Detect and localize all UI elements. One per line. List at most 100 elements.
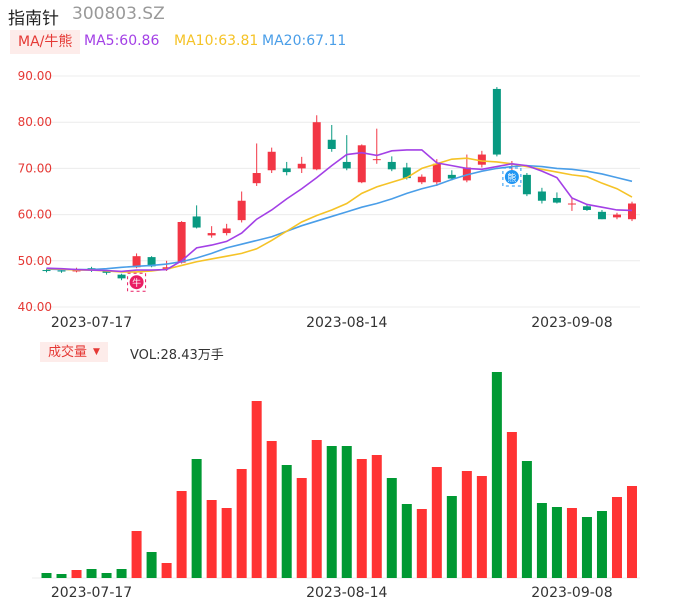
volume-bar (596, 511, 607, 578)
y-tick-label: 40.00 (18, 300, 52, 314)
volume-bar (221, 508, 232, 578)
ma-indicator-selector[interactable]: MA/牛熊 (10, 30, 81, 54)
volume-indicator-selector[interactable]: 成交量 ▼ (40, 342, 108, 362)
candle-body (552, 197, 561, 203)
volume-bar (416, 509, 427, 578)
volume-bar (356, 459, 367, 578)
volume-bar (326, 446, 337, 578)
volume-bar (506, 432, 517, 578)
ma10-value: MA10:63.81 (174, 33, 259, 49)
volume-bar (461, 471, 472, 578)
volume-bar (551, 507, 562, 578)
candle-body (222, 228, 231, 234)
volume-indicator-label: 成交量 (48, 345, 88, 360)
ma20-value: MA20:67.11 (262, 33, 347, 49)
candle-body (162, 267, 171, 270)
volume-bar (341, 446, 352, 578)
volume-bar (266, 441, 277, 578)
candle-body (582, 206, 591, 210)
volume-bar (581, 517, 592, 578)
bull-icon (129, 275, 144, 290)
ma20-line (46, 164, 633, 271)
candle-body (567, 203, 576, 205)
x-tick-label: 2023-09-08 (531, 585, 612, 601)
candle-body (147, 257, 156, 267)
bull-icon-label: 牛 (132, 277, 141, 289)
candle-body (177, 221, 186, 263)
volume-bar (611, 497, 622, 578)
volume-bar (101, 573, 112, 578)
candle-body (192, 216, 201, 228)
volume-bar (161, 563, 172, 578)
y-tick-label: 70.00 (18, 161, 52, 175)
ma5-value: MA5:60.86 (84, 33, 160, 49)
volume-bar (236, 469, 247, 578)
x-tick-label: 2023-07-17 (51, 315, 132, 331)
candle-body (102, 270, 111, 273)
candle-body (612, 214, 621, 218)
y-tick-label: 60.00 (18, 208, 52, 222)
y-tick-label: 50.00 (18, 254, 52, 268)
candle-body (132, 256, 141, 268)
stock-code: 300803.SZ (72, 4, 165, 24)
candle-body (327, 139, 336, 149)
bull-icon-frame (127, 272, 147, 292)
candle-body (117, 274, 126, 279)
volume-value: VOL:28.43万手 (130, 348, 224, 363)
volume-bar (116, 569, 127, 578)
volume-bar (386, 478, 397, 578)
candle-body (237, 200, 246, 221)
candle-body (312, 122, 321, 170)
candle-body (282, 168, 291, 173)
volume-bar (86, 569, 97, 578)
candle-body (477, 154, 486, 165)
bear-icon (504, 170, 519, 185)
candle-body (417, 176, 426, 183)
bear-icon-label: 熊 (507, 172, 516, 184)
candle-body (207, 233, 216, 236)
candle-body (57, 270, 66, 272)
volume-bar (446, 496, 457, 578)
candle-body (447, 174, 456, 179)
volume-bar (401, 504, 412, 578)
volume-bar (521, 461, 532, 578)
candle-body (462, 167, 471, 181)
x-tick-label: 2023-08-14 (306, 585, 387, 601)
bear-icon-frame (502, 167, 522, 187)
volume-bar (371, 455, 382, 578)
volume-bar (56, 574, 67, 578)
x-tick-label: 2023-08-14 (306, 315, 387, 331)
volume-bar (176, 491, 187, 578)
volume-bar (191, 459, 202, 578)
volume-bar (626, 486, 637, 578)
volume-bar (71, 570, 82, 578)
ma5-line (46, 149, 633, 273)
candle-body (297, 163, 306, 169)
volume-bar (431, 467, 442, 578)
y-tick-label: 80.00 (18, 115, 52, 129)
candle-body (627, 203, 636, 220)
volume-bar (281, 465, 292, 578)
caret-down-icon: ▼ (93, 347, 100, 357)
candle-body (522, 174, 531, 195)
candle-body (537, 191, 546, 201)
volume-bar (251, 401, 262, 578)
candle-body (372, 159, 381, 161)
candle-body (42, 270, 51, 272)
volume-bar (566, 508, 577, 578)
candle-body (597, 211, 606, 220)
x-tick-label: 2023-09-08 (531, 315, 612, 331)
volume-bar (311, 440, 322, 578)
candle-body (357, 145, 366, 183)
stock-name: 指南针 (8, 9, 59, 29)
candle-body (267, 151, 276, 171)
x-tick-label: 2023-07-17 (51, 585, 132, 601)
candle-body (432, 163, 441, 183)
volume-bar (131, 531, 142, 578)
candle-body (492, 88, 501, 155)
volume-bar (476, 476, 487, 578)
volume-bar (146, 552, 157, 578)
volume-bar (536, 503, 547, 578)
y-tick-label: 90.00 (18, 69, 52, 83)
